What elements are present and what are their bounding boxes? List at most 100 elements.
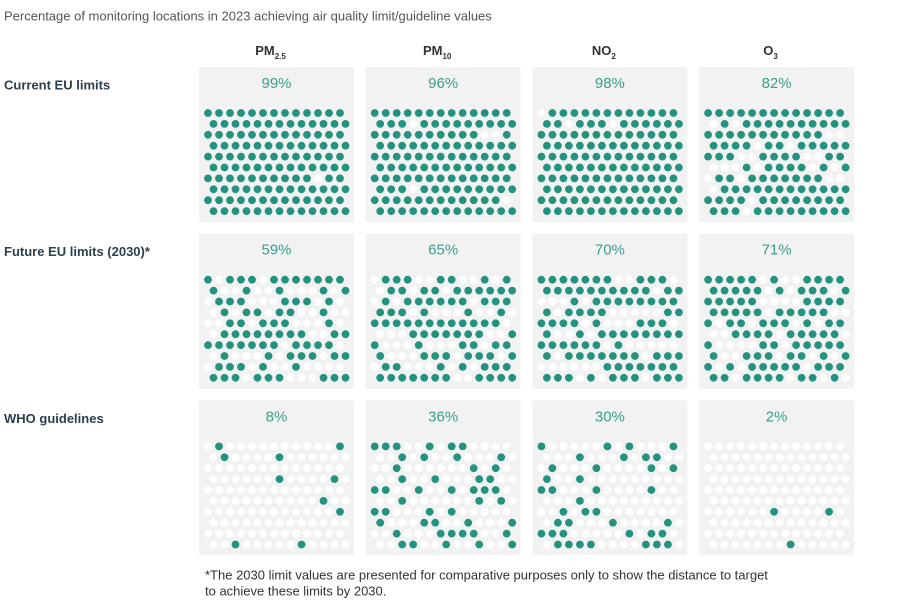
dot-filled bbox=[836, 341, 844, 349]
dot-filled bbox=[398, 120, 407, 128]
dot-filled bbox=[548, 464, 557, 473]
dot-filled bbox=[603, 297, 612, 306]
dot-empty bbox=[204, 363, 212, 371]
dot-filled bbox=[548, 130, 557, 139]
dot-filled bbox=[464, 120, 473, 128]
dot-filled bbox=[636, 275, 645, 284]
dot-filled bbox=[436, 109, 445, 117]
dot-empty bbox=[491, 507, 500, 516]
dot-empty bbox=[653, 475, 661, 483]
dot-filled bbox=[447, 486, 456, 494]
dot-filled bbox=[341, 286, 350, 295]
dot-filled bbox=[403, 275, 412, 284]
dot-filled bbox=[475, 497, 484, 505]
dot-filled bbox=[292, 174, 300, 183]
dot-filled bbox=[502, 130, 511, 139]
dot-empty bbox=[825, 442, 833, 451]
dot-filled bbox=[314, 130, 322, 139]
dot-filled bbox=[620, 163, 628, 172]
dot-empty bbox=[775, 475, 784, 483]
dot-filled bbox=[770, 109, 778, 117]
dot-empty bbox=[554, 453, 562, 462]
dot-filled bbox=[664, 207, 672, 216]
dot-filled bbox=[447, 152, 456, 161]
dot-filled bbox=[325, 109, 333, 117]
dot-filled bbox=[592, 109, 601, 117]
dot-empty bbox=[737, 442, 745, 451]
dot-empty bbox=[704, 442, 712, 451]
dot-empty bbox=[631, 475, 639, 483]
dot-empty bbox=[814, 152, 822, 161]
dot-empty bbox=[631, 453, 639, 462]
dot-filled bbox=[603, 130, 612, 139]
dot-filled bbox=[341, 330, 350, 339]
dot-filled bbox=[570, 341, 579, 349]
dot-filled bbox=[814, 341, 822, 349]
dot-filled bbox=[775, 207, 784, 216]
dot-filled bbox=[576, 497, 584, 505]
dot-empty bbox=[314, 486, 322, 494]
dot-filled bbox=[570, 109, 579, 117]
dot-empty bbox=[508, 453, 517, 462]
dot-empty bbox=[609, 120, 617, 128]
dot-filled bbox=[753, 373, 762, 382]
dot-filled bbox=[669, 464, 678, 473]
dot-empty bbox=[453, 352, 462, 360]
dot-filled bbox=[581, 341, 590, 349]
dot-filled bbox=[625, 130, 634, 139]
dot-filled bbox=[742, 185, 751, 194]
dot-filled bbox=[436, 174, 445, 183]
dot-filled bbox=[559, 109, 568, 117]
dot-filled bbox=[764, 330, 773, 339]
dot-empty bbox=[204, 297, 212, 306]
dot-empty bbox=[786, 518, 795, 527]
dot-empty bbox=[814, 464, 822, 473]
dot-filled bbox=[286, 163, 295, 172]
dot-filled bbox=[376, 207, 385, 216]
dot-empty bbox=[609, 308, 617, 317]
dot-filled bbox=[836, 275, 844, 284]
dot-empty bbox=[753, 163, 762, 172]
dot-filled bbox=[841, 185, 850, 194]
dot-filled bbox=[720, 120, 729, 128]
dot-filled bbox=[770, 196, 778, 205]
dot-empty bbox=[464, 497, 473, 505]
dot-filled bbox=[559, 341, 568, 349]
dot-empty bbox=[297, 497, 306, 505]
footnote: *The 2030 limit values are presented for… bbox=[205, 567, 768, 582]
dot-filled bbox=[204, 275, 212, 284]
dot-empty bbox=[431, 540, 440, 549]
dot-empty bbox=[275, 540, 284, 549]
dot-filled bbox=[548, 319, 557, 328]
dot-empty bbox=[330, 308, 339, 317]
dot-filled bbox=[836, 109, 844, 117]
dot-filled bbox=[803, 297, 811, 306]
dot-filled bbox=[480, 297, 489, 306]
dot-filled bbox=[215, 196, 223, 205]
dot-filled bbox=[270, 174, 278, 183]
dot-filled bbox=[220, 163, 229, 172]
dot-empty bbox=[675, 453, 683, 462]
dot-filled bbox=[341, 373, 350, 382]
dot-filled bbox=[592, 196, 601, 205]
dot-empty bbox=[609, 475, 617, 483]
dot-filled bbox=[548, 109, 557, 117]
dot-filled bbox=[720, 207, 729, 216]
dot-filled bbox=[231, 120, 240, 128]
dot-filled bbox=[237, 196, 245, 205]
dot-empty bbox=[491, 130, 500, 139]
dot-filled bbox=[292, 275, 300, 284]
dot-empty bbox=[720, 518, 729, 527]
dot-empty bbox=[409, 185, 418, 194]
dot-empty bbox=[325, 464, 333, 473]
dot-filled bbox=[409, 330, 418, 339]
dot-filled bbox=[636, 319, 645, 328]
dot-empty bbox=[841, 373, 850, 382]
dot-filled bbox=[814, 297, 822, 306]
dot-filled bbox=[486, 352, 495, 360]
dot-filled bbox=[447, 196, 456, 205]
dot-empty bbox=[720, 330, 729, 339]
dot-filled bbox=[559, 130, 568, 139]
dot-filled bbox=[341, 163, 350, 172]
dot-filled bbox=[642, 163, 650, 172]
